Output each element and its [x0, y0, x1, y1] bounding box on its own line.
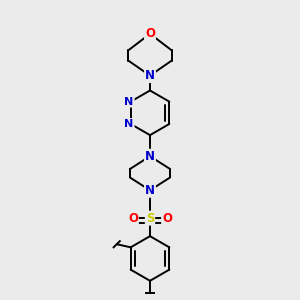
Text: N: N	[145, 184, 155, 197]
Text: O: O	[162, 212, 172, 225]
Text: O: O	[145, 27, 155, 40]
Text: S: S	[146, 212, 154, 225]
Text: N: N	[124, 97, 134, 106]
Text: N: N	[145, 69, 155, 82]
Text: N: N	[145, 150, 155, 163]
Text: N: N	[124, 119, 134, 129]
Text: O: O	[128, 212, 138, 225]
